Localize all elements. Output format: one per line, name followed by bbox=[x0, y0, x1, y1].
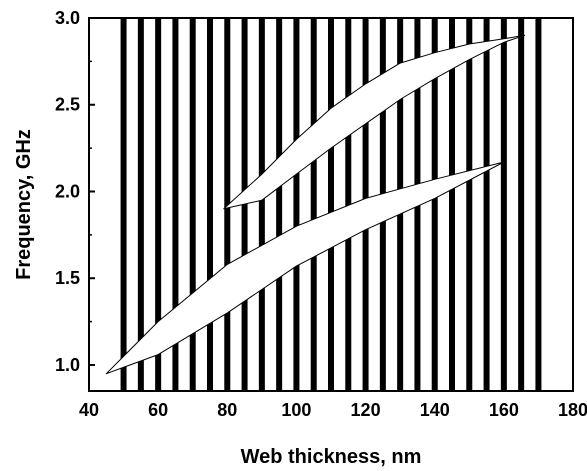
y-tick-label: 1.5 bbox=[55, 268, 80, 288]
stripe bbox=[258, 18, 265, 391]
stripe bbox=[120, 18, 127, 391]
stripe bbox=[431, 18, 438, 391]
x-tick-label: 160 bbox=[489, 400, 519, 420]
stripe bbox=[345, 18, 352, 391]
frequency-band bbox=[223, 34, 526, 210]
stripe bbox=[500, 18, 507, 391]
frequency-band bbox=[105, 161, 505, 375]
stripe bbox=[172, 18, 179, 391]
stripe bbox=[328, 18, 334, 391]
stripe bbox=[155, 18, 162, 391]
x-tick-label: 40 bbox=[79, 400, 99, 420]
band-layer bbox=[105, 34, 526, 375]
x-tick-label: 60 bbox=[148, 400, 168, 420]
stripe bbox=[449, 18, 455, 391]
stripe bbox=[276, 18, 283, 391]
y-axis: 1.0 1.5 2.0 2.5 3.0 bbox=[55, 8, 95, 375]
y-tick-label: 3.0 bbox=[55, 8, 80, 28]
stripe bbox=[483, 18, 490, 391]
y-axis-title: Frequency, GHz bbox=[13, 129, 35, 280]
x-tick-label: 140 bbox=[420, 400, 450, 420]
stripe bbox=[535, 18, 542, 391]
x-tick-label: 100 bbox=[281, 400, 311, 420]
stripe bbox=[466, 18, 473, 391]
stripe bbox=[310, 18, 317, 391]
y-tick-label: 2.0 bbox=[55, 181, 80, 201]
y-tick-label: 1.0 bbox=[55, 355, 80, 375]
x-tick-label: 80 bbox=[217, 400, 237, 420]
stripe bbox=[207, 18, 213, 391]
stripe bbox=[137, 18, 144, 391]
stripe bbox=[293, 18, 300, 391]
stripe bbox=[224, 18, 231, 391]
x-axis-title: Web thickness, nm bbox=[241, 446, 422, 468]
x-tick-label: 120 bbox=[351, 400, 381, 420]
x-axis: 40 60 80 100 120 140 160 180 bbox=[79, 385, 587, 420]
stripe bbox=[189, 18, 196, 391]
x-tick-label: 180 bbox=[558, 400, 587, 420]
y-tick-label: 2.5 bbox=[55, 95, 80, 115]
stripe bbox=[518, 18, 525, 391]
